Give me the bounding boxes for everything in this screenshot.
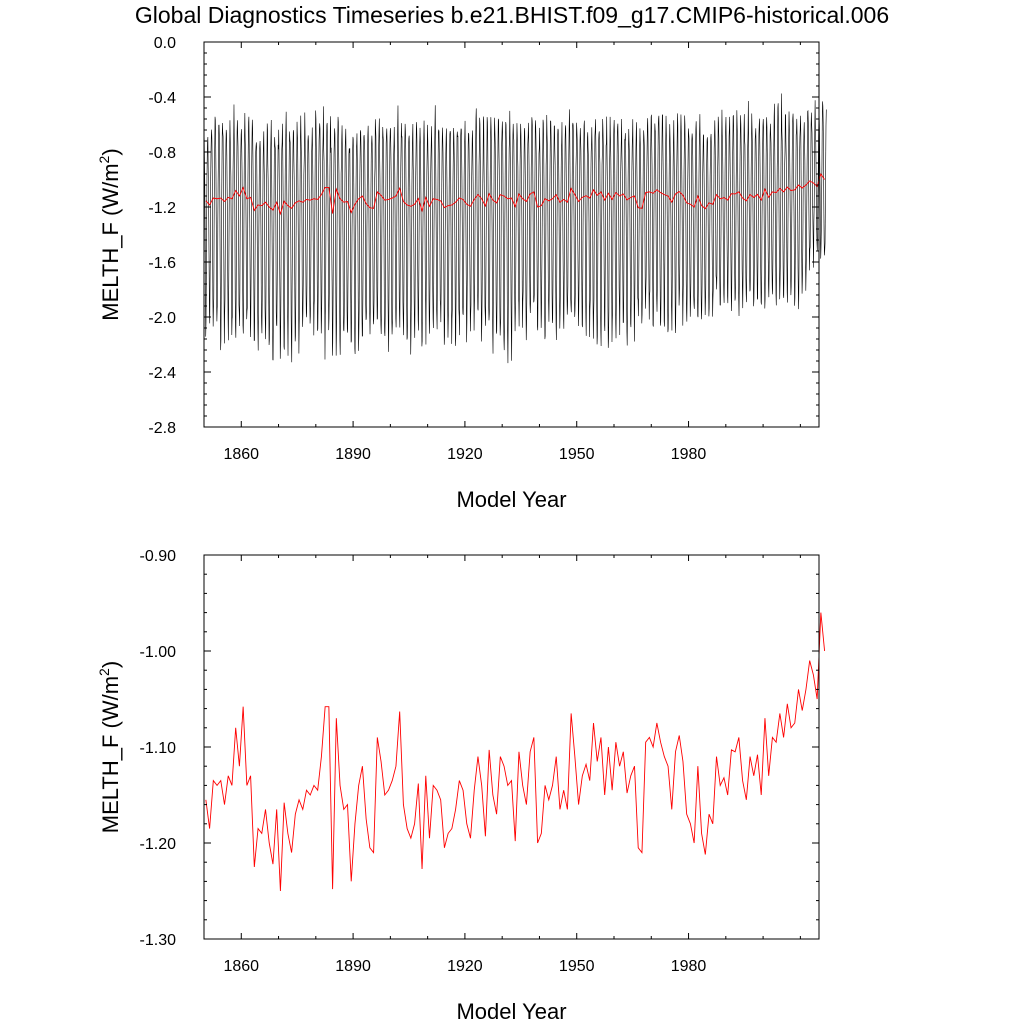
plot-frame	[203, 41, 820, 428]
panel-top: 1860 1890 1920 1950 1980 0.0 -0.4 -0.8 -1.2 -1.6 -…	[96, 35, 827, 512]
y-tick-label: -1.6	[148, 255, 176, 272]
panel-bottom: 1860 1890 1920 1950 1980 -0.90 -1.00 -1.10 -1.20…	[96, 548, 826, 1024]
x-tick-label: 1950	[559, 446, 595, 463]
chart-title: Global Diagnostics Timeseries b.e21.BHIS…	[134, 2, 890, 28]
x-tick-label: 1950	[559, 958, 595, 975]
y-tick-label: -2.0	[148, 310, 176, 327]
x-tick-label: 1980	[671, 958, 707, 975]
y-axis-title: MELTH_F (W/m2)	[96, 148, 123, 320]
x-tick-label: 1860	[223, 958, 259, 975]
x-tick-label: 1920	[447, 958, 483, 975]
monthly-series-line	[203, 93, 827, 364]
y-tick-label: 0.0	[154, 35, 176, 52]
x-axis-title: Model Year	[456, 487, 566, 512]
x-tick-label: 1860	[223, 446, 259, 463]
x-tick-label: 1890	[335, 958, 371, 975]
x-tick-label: 1890	[335, 446, 371, 463]
y-tick-label: -2.8	[148, 420, 176, 437]
x-tick-label: 1980	[671, 446, 707, 463]
y-tick-label: -1.00	[140, 644, 177, 661]
x-tick-label: 1920	[447, 446, 483, 463]
y-axis-title: MELTH_F (W/m2)	[96, 661, 123, 833]
y-tick-label: -1.10	[140, 740, 177, 757]
y-tick-label: -1.30	[140, 932, 177, 949]
y-tick-label: -2.4	[148, 365, 176, 382]
plot-frame	[203, 554, 820, 940]
annual-mean-series-line	[205, 172, 825, 216]
y-tick-label: -1.2	[148, 200, 176, 217]
y-tick-label: -1.20	[140, 836, 177, 853]
annual-mean-series-line	[205, 612, 826, 892]
y-tick-label: -0.8	[148, 145, 176, 162]
y-tick-label: -0.90	[140, 548, 177, 565]
y-tick-label: -0.4	[148, 90, 176, 107]
x-axis-title: Model Year	[456, 999, 566, 1024]
